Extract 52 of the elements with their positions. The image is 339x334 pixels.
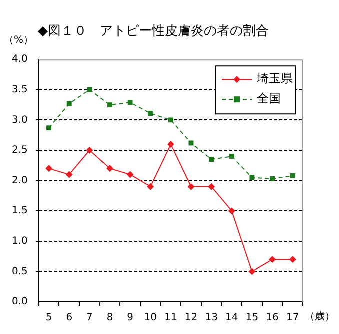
- x-tick-label: 10: [144, 312, 158, 324]
- chart-title: ◆図１０ アトピー性皮膚炎の者の割合: [38, 24, 269, 40]
- y-tick-label: 1.5: [12, 206, 28, 217]
- y-tick-label: 2.0: [12, 175, 28, 186]
- x-tick-label: 16: [266, 312, 279, 324]
- point: [229, 154, 234, 160]
- x-tick-label: 8: [106, 312, 114, 324]
- x-tick-label: 6: [66, 312, 73, 324]
- point: [128, 100, 133, 106]
- y-tick-label: 3.0: [12, 114, 28, 126]
- point: [86, 147, 94, 154]
- point: [290, 173, 296, 178]
- y-tick-label: 2.5: [12, 145, 28, 156]
- legend-label: 全国: [257, 92, 281, 106]
- point: [228, 208, 236, 215]
- x-tick-label: 9: [127, 312, 134, 324]
- point: [208, 183, 216, 190]
- y-tick-label: 1.0: [12, 236, 28, 247]
- point: [46, 126, 52, 131]
- point: [269, 256, 276, 264]
- point: [108, 102, 112, 108]
- point: [106, 165, 114, 172]
- x-tick-label: 12: [184, 312, 198, 324]
- point: [87, 87, 92, 92]
- point: [167, 140, 174, 148]
- y-tick-label: 0.0: [12, 296, 28, 308]
- point: [250, 175, 255, 180]
- point: [209, 157, 214, 162]
- y-tick-label: 3.5: [12, 84, 28, 96]
- point: [270, 176, 275, 182]
- y-tick-label: 0.5: [12, 266, 28, 278]
- point: [46, 165, 53, 172]
- point: [126, 171, 134, 178]
- x-tick-label: 13: [205, 312, 218, 324]
- point: [168, 118, 174, 123]
- x-axis-title: （歳）: [305, 310, 335, 323]
- x-tick-label: 7: [86, 312, 93, 324]
- x-tick-label: 11: [164, 312, 178, 324]
- legend-label: 埼玉県: [256, 72, 293, 86]
- point: [66, 101, 72, 106]
- y-axis-title: （%）: [4, 35, 34, 46]
- point: [188, 183, 195, 190]
- point: [289, 256, 296, 264]
- point: [148, 111, 154, 116]
- point: [147, 183, 154, 190]
- point: [66, 171, 73, 178]
- x-tick-label: 5: [46, 312, 52, 324]
- y-tick-label: 4.0: [12, 54, 28, 66]
- x-tick-label: 14: [226, 312, 238, 324]
- point: [248, 268, 256, 276]
- x-tick-label: 15: [246, 312, 259, 324]
- x-tick-label: 17: [286, 312, 300, 324]
